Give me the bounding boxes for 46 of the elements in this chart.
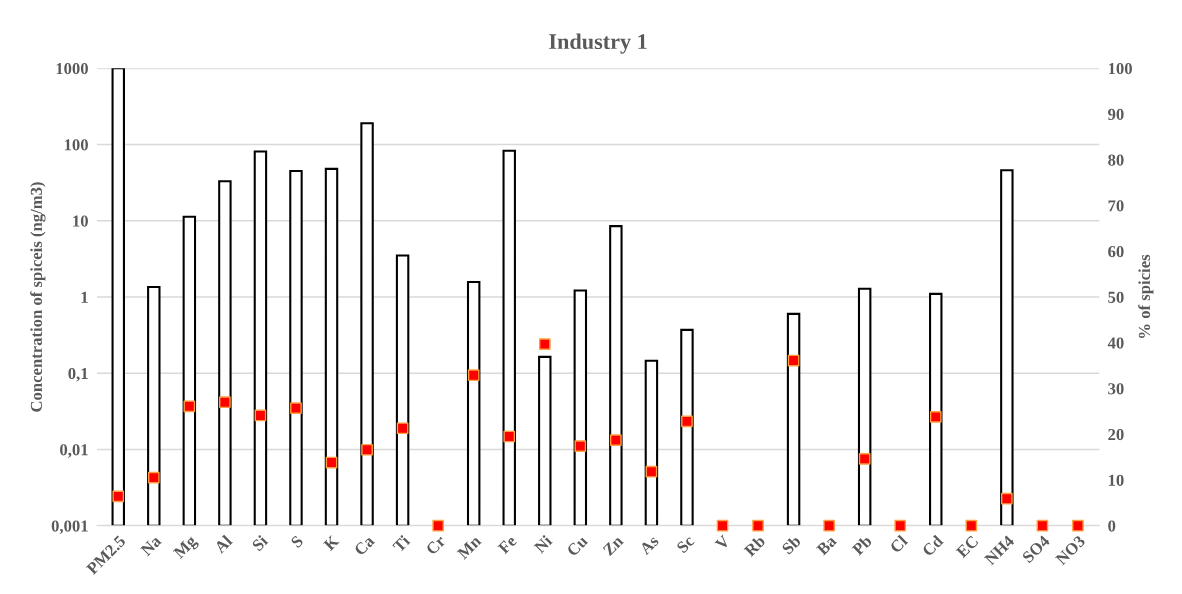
x-tick-label: Si <box>251 534 269 552</box>
x-tick-label: Na <box>140 534 162 557</box>
y-tick-label: 0,1 <box>68 367 88 382</box>
y-tick-label: 0,001 <box>51 520 88 535</box>
y-axis-title: Concentration of spiceis (ng/m3) <box>30 182 46 412</box>
x-tick-label: Fe <box>497 534 518 555</box>
y2-tick-label: 70 <box>1108 200 1124 212</box>
y-tick-label: 10 <box>73 215 88 227</box>
x-tick-label: K <box>323 534 340 552</box>
x-tick-label: Ni <box>533 534 553 554</box>
chart-title: Industry 1 <box>549 33 647 54</box>
x-tick-label: Mg <box>172 534 200 562</box>
y2-tick-label: 90 <box>1108 108 1124 120</box>
x-tick-label: Ba <box>816 534 838 556</box>
y2-tick-label: 10 <box>1108 474 1124 486</box>
y2-tick-label: 80 <box>1108 154 1124 166</box>
y-tick-label: 100 <box>64 139 88 151</box>
x-tick-label: Sb <box>781 534 802 555</box>
x-tick-label: SO4 <box>1021 534 1051 564</box>
x-tick-label: Sc <box>676 534 695 554</box>
x-tick-label: V <box>714 534 731 551</box>
x-tick-label: Mn <box>456 534 482 560</box>
x-tick-label: Cd <box>921 534 944 557</box>
y2-axis-title: % of spicies <box>1138 254 1154 338</box>
y2-tick-label: 20 <box>1108 428 1124 441</box>
y2-tick-label: 40 <box>1107 337 1124 349</box>
x-tick-label: Ti <box>391 534 411 553</box>
x-tick-label: Cr <box>425 534 447 556</box>
x-tick-label: Zn <box>602 534 624 557</box>
x-tick-label: Cu <box>566 534 589 557</box>
y2-tick-label: 100 <box>1108 63 1132 75</box>
y-tick-label: 1 <box>81 291 88 303</box>
x-tick-label: Cl <box>889 534 909 554</box>
x-tick-label: EC <box>955 535 979 559</box>
y2-tick-label: 60 <box>1108 245 1124 258</box>
x-tick-label: As <box>638 534 660 556</box>
x-tick-label: Al <box>213 534 233 554</box>
y2-tick-label: 50 <box>1108 291 1124 303</box>
y-tick-label: 0,01 <box>60 444 88 458</box>
x-tick-label: Ca <box>353 534 376 557</box>
x-tick-label: S <box>290 534 304 549</box>
y-tick-label: 1000 <box>56 63 88 75</box>
y2-tick-label: 30 <box>1108 383 1124 395</box>
x-tick-label: Rb <box>743 534 766 558</box>
y2-tick-label: 0 <box>1108 520 1116 532</box>
x-tick-label: Pb <box>851 534 873 556</box>
